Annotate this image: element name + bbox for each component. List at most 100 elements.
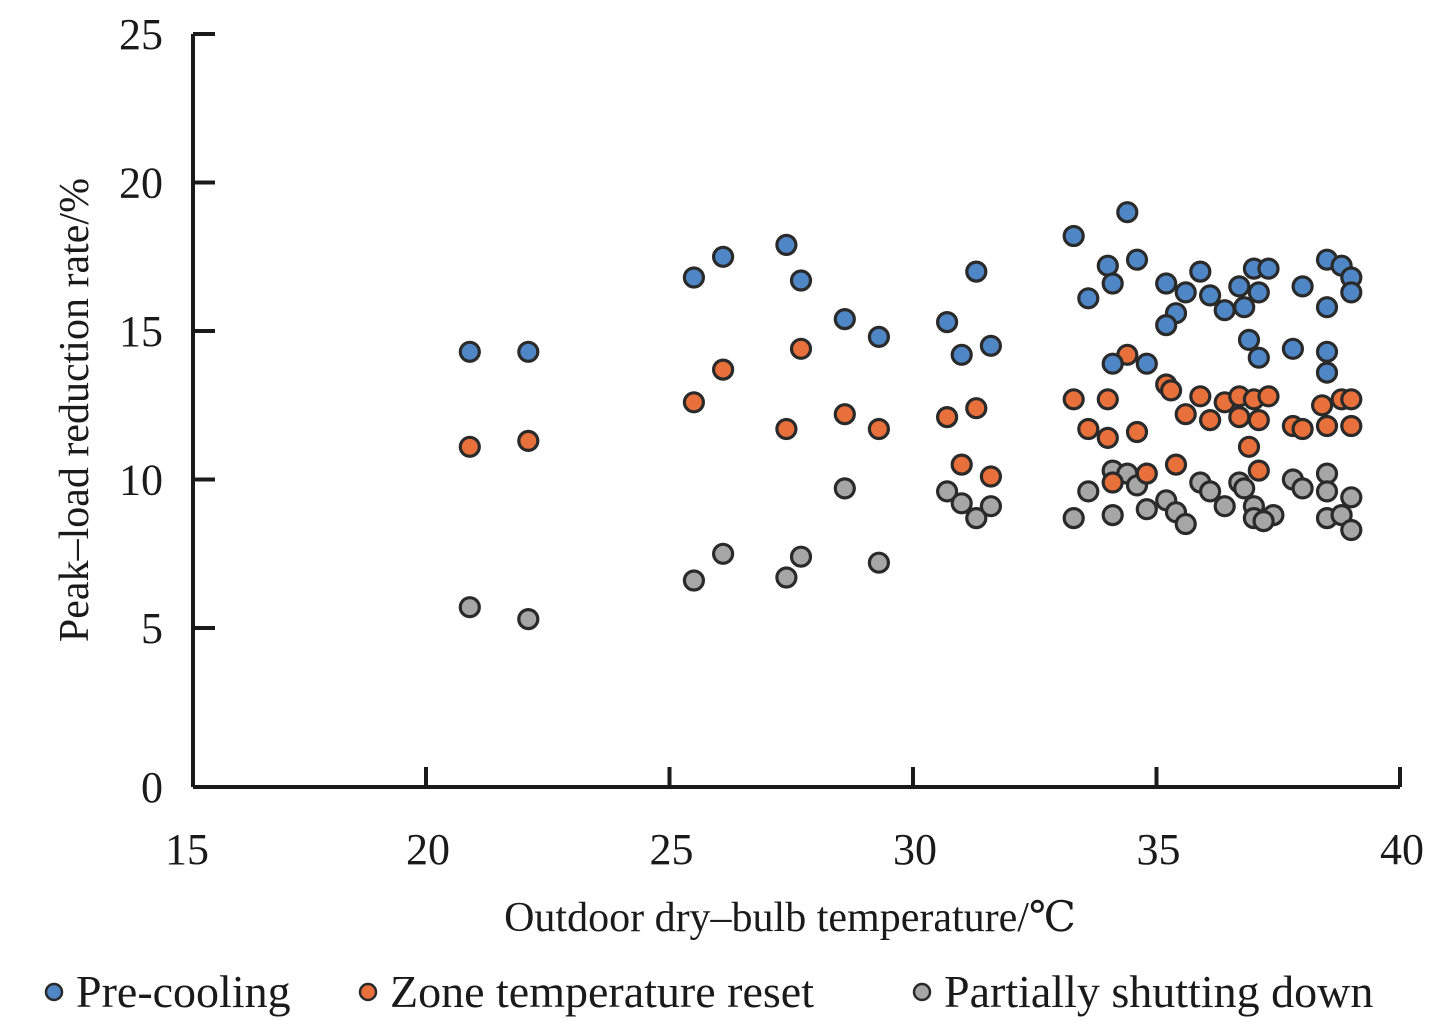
data-point	[867, 417, 891, 441]
data-point	[1237, 435, 1261, 458]
legend: Pre-cooling Zone temperature reset Partial…	[44, 966, 1373, 1017]
data-point	[1101, 272, 1124, 295]
data-point	[1228, 406, 1251, 429]
data-point	[711, 245, 735, 268]
data-point	[979, 334, 1003, 357]
data-point	[1340, 281, 1363, 304]
data-point	[517, 607, 540, 631]
data-point	[711, 358, 735, 381]
data-point	[682, 266, 706, 289]
data-point	[682, 391, 706, 414]
data-point	[1096, 426, 1119, 449]
series-pre-cooling	[458, 201, 1363, 384]
data-point	[789, 337, 813, 360]
y-tick-label: 5	[141, 604, 163, 653]
data-point	[775, 566, 798, 589]
data-point	[1233, 296, 1256, 319]
data-point	[1174, 281, 1197, 304]
data-point	[935, 311, 959, 334]
x-tick-label: 40	[1380, 825, 1424, 874]
data-point	[458, 340, 481, 363]
data-point	[1174, 512, 1197, 536]
data-point	[1228, 275, 1251, 298]
data-point	[867, 551, 891, 574]
data-point	[1174, 403, 1197, 426]
data-point	[1340, 388, 1363, 411]
data-point	[775, 417, 798, 441]
data-point	[1135, 498, 1158, 521]
data-point	[517, 340, 540, 363]
x-tick-label: 20	[406, 825, 450, 874]
data-point	[1159, 379, 1183, 402]
data-point	[1101, 503, 1124, 527]
data-point	[1340, 486, 1363, 509]
data-point	[1257, 385, 1280, 408]
data-point	[950, 343, 973, 366]
data-point	[965, 260, 988, 283]
data-point	[1198, 409, 1222, 432]
data-point	[1125, 248, 1149, 271]
data-point	[1247, 459, 1270, 482]
y-tick-label: 25	[119, 10, 163, 59]
data-point	[1315, 462, 1339, 485]
data-point	[789, 269, 813, 292]
plot-area	[458, 201, 1363, 631]
data-point	[775, 233, 798, 256]
data-point	[1096, 254, 1119, 277]
data-point	[789, 545, 813, 568]
series-partially-shutting-down	[458, 459, 1363, 631]
data-point	[682, 569, 706, 592]
data-point	[1077, 287, 1100, 310]
data-point	[1237, 328, 1261, 351]
data-point	[1077, 417, 1100, 441]
data-point	[1155, 314, 1178, 337]
data-point	[1155, 272, 1178, 295]
data-point	[517, 429, 540, 452]
data-point	[935, 406, 959, 429]
data-point	[833, 477, 856, 500]
y-axis-title: Peak–load reduction rate/%	[52, 178, 98, 642]
data-point	[1096, 388, 1119, 411]
data-point	[1252, 509, 1275, 533]
data-point	[1315, 361, 1339, 384]
data-point	[1116, 201, 1139, 224]
data-point	[1291, 417, 1314, 441]
y-tick-label: 15	[119, 307, 163, 356]
data-point	[1257, 257, 1280, 280]
data-point	[1077, 480, 1100, 503]
data-point	[1340, 414, 1363, 438]
data-point	[1213, 299, 1236, 322]
y-tick-label: 0	[141, 763, 163, 812]
x-tick-label: 15	[165, 825, 209, 874]
data-point	[1101, 471, 1124, 494]
x-ticks: 15 20 25 30 35 40	[165, 767, 1424, 874]
data-point	[1198, 480, 1222, 503]
axes: 0 5 10 15 20 25 15 20 25 30 35 40	[119, 10, 1424, 874]
data-point	[458, 435, 481, 458]
data-point	[711, 542, 735, 565]
data-point	[1315, 414, 1339, 438]
legend-marker	[358, 982, 378, 1002]
data-point	[1247, 346, 1270, 369]
data-point	[1213, 495, 1236, 518]
data-point	[1125, 420, 1149, 444]
data-point	[1062, 224, 1085, 248]
legend-item: Partially shutting down	[912, 966, 1373, 1017]
data-point	[833, 308, 856, 331]
data-point	[950, 492, 973, 515]
data-point	[1062, 388, 1085, 411]
data-point	[1281, 337, 1305, 360]
data-point	[458, 596, 481, 619]
data-point	[1247, 409, 1270, 432]
legend-label: Pre-cooling	[76, 966, 291, 1017]
data-point	[1189, 385, 1212, 408]
data-point	[965, 506, 988, 530]
data-point	[979, 465, 1003, 488]
data-point	[867, 325, 891, 348]
y-tick-label: 20	[119, 159, 163, 208]
legend-item: Zone temperature reset	[358, 966, 814, 1017]
data-point	[1164, 453, 1188, 476]
x-tick-label: 25	[650, 825, 694, 874]
y-ticks: 0 5 10 15 20 25	[119, 10, 215, 812]
data-point	[1310, 394, 1334, 417]
